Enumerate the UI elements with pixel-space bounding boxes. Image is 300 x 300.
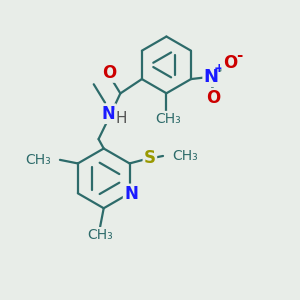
Text: H: H — [116, 111, 127, 126]
Text: CH₃: CH₃ — [155, 112, 181, 126]
Text: N: N — [204, 68, 219, 86]
Text: CH₃: CH₃ — [172, 149, 198, 163]
Text: O: O — [102, 64, 116, 82]
Text: CH₃: CH₃ — [25, 153, 51, 167]
Text: -: - — [236, 48, 242, 63]
Text: N: N — [124, 185, 138, 203]
Text: S: S — [144, 149, 156, 167]
Text: +: + — [214, 62, 225, 75]
Text: O: O — [223, 54, 237, 72]
Text: N: N — [101, 105, 115, 123]
Text: CH₃: CH₃ — [87, 228, 113, 242]
Text: O: O — [207, 89, 221, 107]
